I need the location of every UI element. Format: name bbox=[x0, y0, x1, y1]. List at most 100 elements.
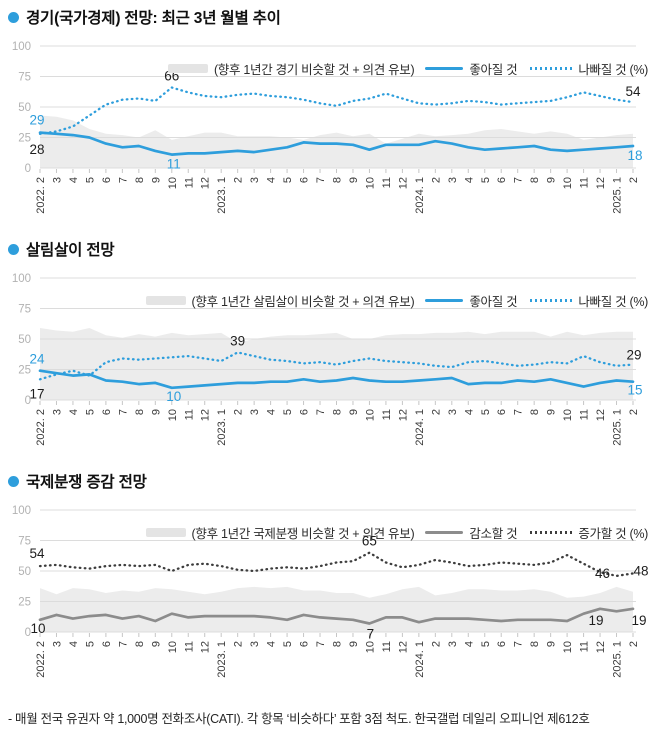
svg-text:10: 10 bbox=[364, 409, 376, 421]
svg-text:10: 10 bbox=[167, 641, 179, 653]
svg-text:3: 3 bbox=[249, 177, 261, 183]
legend-bad-label: 나빠질 것 (%) bbox=[578, 295, 648, 309]
legend-band-label: (향후 1년간 살림살이 비슷할 것 + 의견 유보) bbox=[191, 295, 415, 309]
svg-text:2022. 2: 2022. 2 bbox=[35, 177, 47, 214]
chart-title-text: 국제분쟁 증감 전망 bbox=[26, 474, 147, 491]
svg-text:9: 9 bbox=[546, 177, 558, 183]
svg-text:24: 24 bbox=[29, 352, 45, 367]
svg-text:29: 29 bbox=[29, 113, 44, 128]
dotted-line-swatch-icon bbox=[530, 299, 573, 302]
legend: (향후 1년간 살림살이 비슷할 것 + 의견 유보) 좋아질 것 나빠질 것 … bbox=[145, 291, 648, 310]
svg-text:3: 3 bbox=[249, 641, 261, 647]
svg-text:50: 50 bbox=[18, 566, 31, 578]
svg-text:48: 48 bbox=[633, 563, 648, 578]
svg-text:3: 3 bbox=[447, 177, 459, 183]
legend-good-label: 감소할 것 bbox=[469, 527, 518, 541]
svg-text:9: 9 bbox=[546, 641, 558, 647]
svg-text:7: 7 bbox=[117, 641, 129, 647]
svg-text:11: 11 bbox=[579, 177, 591, 188]
svg-text:50: 50 bbox=[18, 334, 31, 346]
svg-text:2022. 2: 2022. 2 bbox=[35, 409, 47, 446]
svg-text:2: 2 bbox=[628, 177, 640, 183]
svg-text:25: 25 bbox=[18, 133, 31, 145]
svg-text:10: 10 bbox=[167, 177, 179, 189]
svg-text:0: 0 bbox=[25, 627, 31, 639]
svg-text:2: 2 bbox=[233, 409, 245, 415]
svg-text:11: 11 bbox=[579, 641, 591, 652]
svg-text:8: 8 bbox=[529, 409, 541, 415]
svg-text:4: 4 bbox=[68, 641, 80, 647]
svg-text:4: 4 bbox=[463, 177, 475, 183]
svg-text:2024. 1: 2024. 1 bbox=[414, 409, 426, 446]
svg-text:19: 19 bbox=[631, 613, 646, 628]
svg-text:2022. 2: 2022. 2 bbox=[35, 641, 47, 678]
svg-text:11: 11 bbox=[183, 177, 195, 188]
svg-text:4: 4 bbox=[68, 177, 80, 183]
svg-text:5: 5 bbox=[282, 641, 294, 647]
svg-text:10: 10 bbox=[30, 621, 45, 636]
source-note: - 매월 전국 유권자 약 1,000명 전화조사(CATI). 각 항목 ‘비… bbox=[8, 712, 590, 726]
svg-text:2: 2 bbox=[430, 641, 442, 647]
svg-text:5: 5 bbox=[282, 409, 294, 415]
svg-text:11: 11 bbox=[381, 409, 393, 420]
svg-text:2023. 1: 2023. 1 bbox=[216, 177, 228, 214]
svg-text:3: 3 bbox=[51, 177, 63, 183]
svg-text:4: 4 bbox=[68, 409, 80, 415]
svg-text:54: 54 bbox=[29, 546, 45, 561]
svg-text:5: 5 bbox=[480, 641, 492, 647]
svg-text:75: 75 bbox=[18, 536, 31, 548]
svg-text:12: 12 bbox=[397, 409, 409, 421]
svg-text:2024. 1: 2024. 1 bbox=[414, 641, 426, 678]
svg-text:6: 6 bbox=[496, 641, 508, 647]
svg-text:8: 8 bbox=[332, 409, 344, 415]
svg-text:2: 2 bbox=[233, 177, 245, 183]
chart-conflict-outlook: 국제분쟁 증감 전망 0 25 50 75 100 2022. 2 3 4 5 6 7 8 9 10 11 1… bbox=[0, 470, 650, 692]
legend-band-label: (향후 1년간 경기 비슷할 것 + 의견 유보) bbox=[213, 63, 415, 77]
svg-text:6: 6 bbox=[299, 409, 311, 415]
svg-text:12: 12 bbox=[595, 409, 607, 421]
svg-text:2: 2 bbox=[430, 177, 442, 183]
svg-text:100: 100 bbox=[12, 273, 31, 285]
chart-livelihood-outlook: 살림살이 전망 0 25 50 75 100 2022. 2 3 4 5 6 7 8 9 10 11 12 20… bbox=[0, 238, 650, 460]
svg-text:8: 8 bbox=[134, 177, 146, 183]
svg-text:2023. 1: 2023. 1 bbox=[216, 409, 228, 446]
svg-text:9: 9 bbox=[348, 177, 360, 183]
bullet-icon bbox=[8, 243, 19, 255]
solid-line-swatch-icon bbox=[425, 67, 464, 70]
svg-text:5: 5 bbox=[84, 177, 96, 183]
svg-text:2: 2 bbox=[233, 641, 245, 647]
svg-text:15: 15 bbox=[627, 383, 642, 398]
svg-text:9: 9 bbox=[150, 177, 162, 183]
svg-text:12: 12 bbox=[595, 177, 607, 189]
svg-text:7: 7 bbox=[513, 177, 525, 183]
bullet-icon bbox=[8, 11, 19, 23]
svg-text:17: 17 bbox=[29, 386, 44, 401]
svg-text:11: 11 bbox=[167, 157, 181, 172]
legend-good-label: 좋아질 것 bbox=[469, 295, 518, 309]
svg-text:6: 6 bbox=[101, 641, 113, 647]
band-swatch-icon bbox=[167, 64, 208, 73]
svg-text:3: 3 bbox=[249, 409, 261, 415]
svg-text:5: 5 bbox=[480, 409, 492, 415]
svg-text:0: 0 bbox=[25, 163, 31, 175]
svg-text:7: 7 bbox=[315, 641, 327, 647]
svg-text:46: 46 bbox=[595, 566, 610, 581]
svg-text:6: 6 bbox=[101, 409, 113, 415]
dotted-line-swatch-icon bbox=[530, 67, 573, 70]
svg-text:12: 12 bbox=[200, 177, 212, 189]
svg-text:8: 8 bbox=[529, 641, 541, 647]
svg-text:29: 29 bbox=[626, 348, 641, 363]
svg-text:2: 2 bbox=[628, 641, 640, 647]
svg-text:4: 4 bbox=[463, 409, 475, 415]
svg-text:10: 10 bbox=[166, 389, 181, 404]
svg-text:10: 10 bbox=[562, 177, 574, 189]
svg-text:10: 10 bbox=[562, 641, 574, 653]
solid-line-swatch-icon bbox=[425, 299, 464, 302]
svg-text:2: 2 bbox=[430, 409, 442, 415]
svg-text:6: 6 bbox=[496, 177, 508, 183]
svg-text:9: 9 bbox=[348, 641, 360, 647]
svg-text:6: 6 bbox=[299, 177, 311, 183]
svg-text:39: 39 bbox=[230, 333, 245, 348]
